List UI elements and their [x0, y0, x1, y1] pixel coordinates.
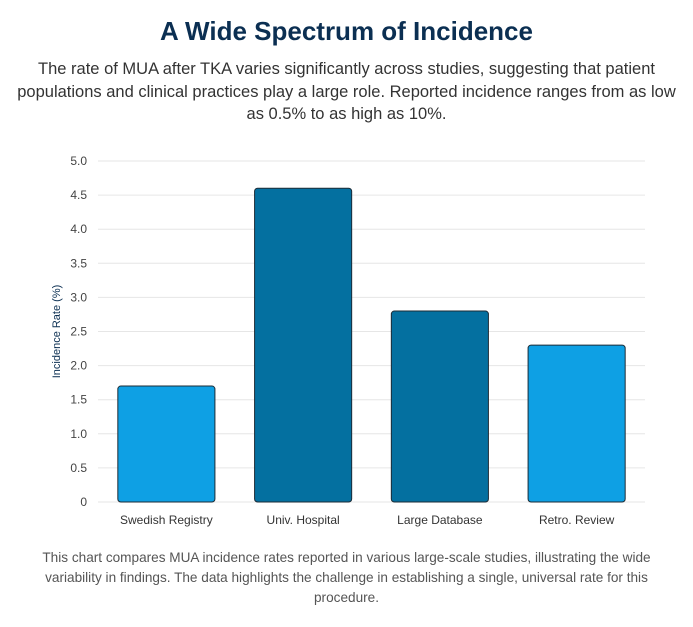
x-category-label: Swedish Registry [120, 513, 213, 527]
y-tick-label: 0 [80, 495, 87, 509]
bar-large-database[interactable] [390, 310, 489, 503]
x-category-label: Large Database [397, 513, 483, 527]
y-tick-label: 5.0 [70, 154, 87, 168]
chart-container: 0 0.5 1.0 1.5 2.0 2.5 3.0 3.5 4.0 4.5 5.0 Swedish … [0, 140, 693, 540]
bar-swedish-registry[interactable] [117, 385, 216, 503]
bar-chart: 0 0.5 1.0 1.5 2.0 2.5 3.0 3.5 4.0 4.5 5.0 Swedish … [51, 154, 645, 527]
page-subtitle: The rate of MUA after TKA varies signifi… [17, 60, 676, 123]
y-tick-label: 4.5 [70, 188, 87, 202]
y-tick-label: 0.5 [70, 461, 87, 475]
x-category-label: Retro. Review [539, 513, 615, 527]
bar-univ-hospital[interactable] [254, 187, 353, 503]
page-title: A Wide Spectrum of Incidence [160, 16, 533, 46]
y-axis-title: Incidence Rate (%) [51, 285, 63, 379]
y-tick-label: 2.5 [70, 325, 87, 339]
y-tick-label: 2.0 [70, 359, 87, 373]
y-tick-label: 3.0 [70, 290, 87, 304]
y-tick-label: 4.0 [70, 222, 87, 236]
y-tick-label: 3.5 [70, 256, 87, 270]
x-category-label: Univ. Hospital [267, 513, 340, 527]
bar-retro-review[interactable] [527, 344, 626, 503]
x-axis-categories: Swedish Registry Univ. Hospital Large Data… [120, 513, 615, 527]
bars [117, 187, 626, 503]
y-axis-ticks: 0 0.5 1.0 1.5 2.0 2.5 3.0 3.5 4.0 4.5 5.0 [70, 154, 87, 509]
y-tick-label: 1.5 [70, 393, 87, 407]
chart-caption: This chart compares MUA incidence rates … [42, 550, 651, 605]
y-tick-label: 1.0 [70, 427, 87, 441]
